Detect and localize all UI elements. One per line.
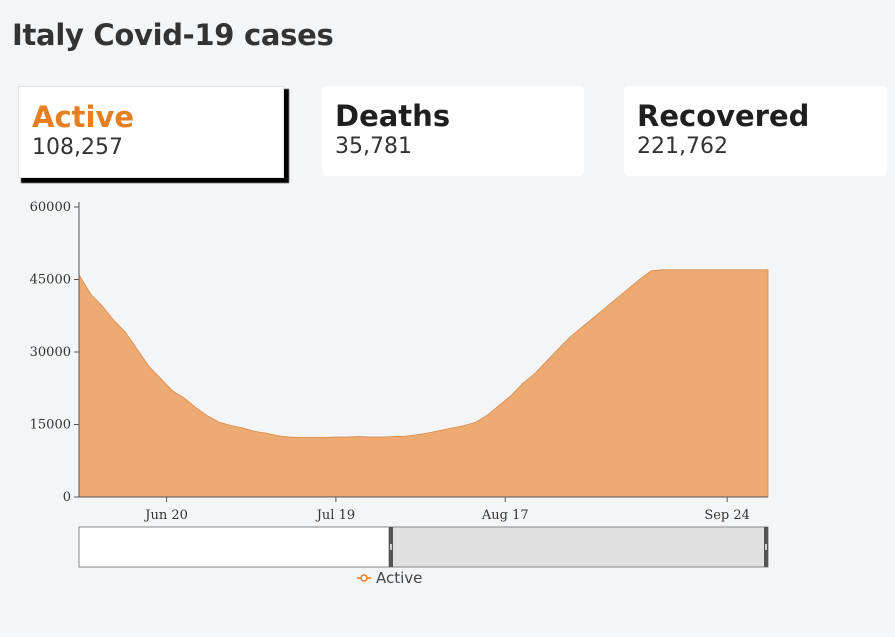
card-recovered[interactable]: Recovered 221,762 [624, 86, 887, 176]
legend-label: Active [376, 569, 423, 587]
brush-grip-icon [390, 544, 392, 550]
card-deaths[interactable]: Deaths 35,781 [322, 86, 584, 176]
card-active-label: Active [32, 100, 135, 134]
card-recovered-value: 221,762 [637, 134, 728, 159]
y-tick-label: 30000 [30, 345, 71, 360]
legend[interactable]: Active [356, 569, 422, 587]
y-tick-label: 0 [63, 490, 71, 505]
x-tick-label: Jul 19 [315, 508, 355, 523]
x-tick-label: Sep 24 [704, 508, 750, 523]
card-recovered-label: Recovered [637, 99, 810, 133]
area-chart: 0 15000 30000 45000 60000 Jun 20 Jul 19 Aug 17… [30, 200, 769, 568]
legend-marker-icon [357, 574, 371, 582]
x-tick-label: Jun 20 [143, 508, 188, 523]
card-active[interactable]: Active 108,257 [18, 86, 284, 178]
area-series-active [78, 269, 769, 498]
card-active-value: 108,257 [32, 135, 123, 160]
y-tick-label: 45000 [30, 273, 71, 288]
card-deaths-value: 35,781 [335, 134, 412, 159]
x-tick-label: Aug 17 [481, 508, 529, 523]
brush-grip-icon [765, 544, 767, 550]
y-tick-label: 60000 [30, 200, 71, 215]
y-tick-label: 15000 [30, 418, 71, 433]
brush-selection[interactable] [388, 526, 769, 568]
page-title: Italy Covid-19 cases [12, 18, 334, 52]
card-deaths-label: Deaths [335, 99, 451, 133]
